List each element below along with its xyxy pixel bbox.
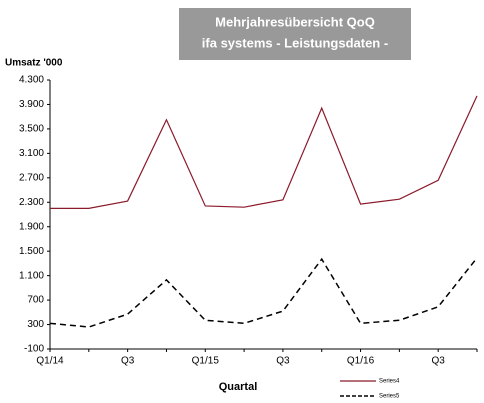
y-tick-label: 1.100 — [19, 270, 44, 281]
y-tick-label: 1.500 — [19, 246, 44, 257]
y-tick-label: 1.900 — [19, 221, 44, 232]
y-tick-label: 300 — [27, 319, 44, 330]
chart-title: Mehrjahresübersicht QoQ — [215, 14, 375, 29]
x-tick-label: Q3 — [276, 356, 290, 367]
x-tick-label: Q1/16 — [347, 356, 375, 367]
y-tick-label: 4.300 — [19, 75, 44, 86]
title-box — [179, 8, 411, 60]
y-tick-label: 3.900 — [19, 99, 44, 110]
y-tick-label: -100 — [24, 344, 44, 355]
x-tick-label: Q3 — [432, 356, 446, 367]
legend-label: Series5 — [379, 394, 400, 400]
chart-subtitle: ifa systems - Leistungsdaten - — [202, 35, 388, 50]
x-tick-label: Q3 — [121, 356, 135, 367]
y-tick-label: 3.500 — [19, 124, 44, 135]
x-tick-label: Q1/15 — [192, 356, 220, 367]
y-axis-label: Umsatz '000 — [5, 58, 63, 69]
series-line — [49, 257, 478, 328]
y-tick-label: 700 — [27, 295, 44, 306]
y-tick-label: 2.300 — [19, 197, 44, 208]
y-tick-label: 2.700 — [19, 172, 44, 183]
legend-label: Series4 — [379, 379, 400, 385]
x-axis-label: Quartal — [219, 381, 258, 393]
y-tick-label: 3.100 — [19, 148, 44, 159]
series-line — [50, 95, 478, 209]
x-tick-label: Q1/14 — [36, 356, 64, 367]
